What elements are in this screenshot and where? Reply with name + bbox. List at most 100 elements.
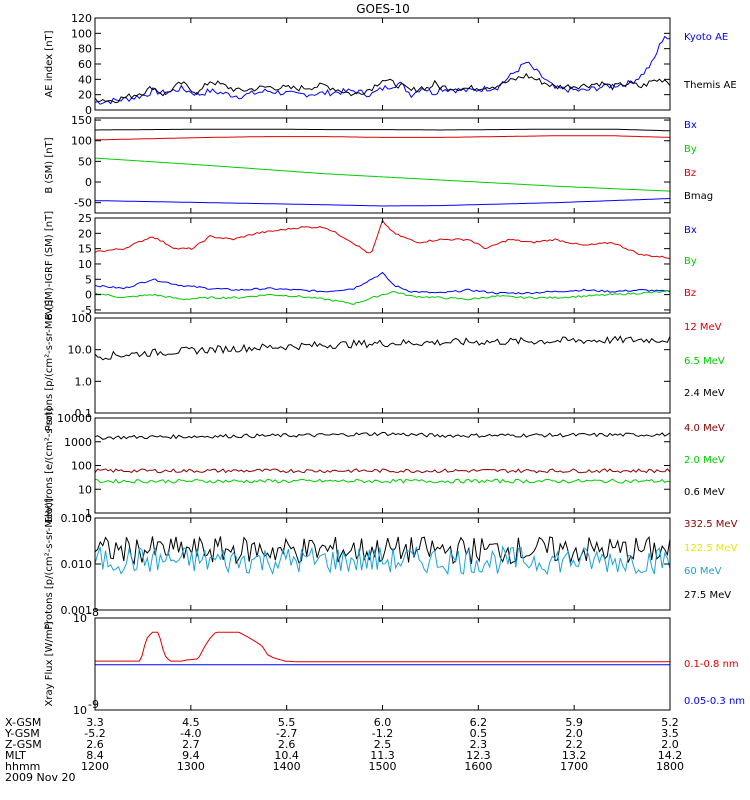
ytick-label: 10 — [73, 704, 87, 717]
ytick-label: 100 — [71, 460, 92, 473]
series-line-2-0-mev — [94, 478, 671, 484]
ephemeris-cell: -2.7 — [276, 727, 297, 740]
ytick-label: 1.0 — [75, 375, 93, 388]
ytick-label: -5 — [81, 304, 92, 317]
panel-3: -5 0 5 10 15 20 25 B (SM)-IGRF (SM) [nT] Bx By Bz — [44, 211, 697, 320]
series-line-by — [94, 157, 671, 192]
ephemeris-cell: 2.3 — [470, 738, 488, 751]
ephemeris-cell: 2.5 — [374, 738, 392, 751]
ytick-label: 80 — [78, 43, 92, 56]
ytick-label: 150 — [71, 114, 92, 127]
legend-entry: 0.05-0.3 nm — [684, 696, 745, 707]
series-line-0-6-mev — [94, 431, 671, 440]
legend-entry: 332.5 MeV — [684, 519, 738, 530]
ytick-label: 60 — [78, 58, 92, 71]
legend-entry: 27.5 MeV — [684, 590, 731, 601]
legend-entry: 12 MeV — [684, 322, 722, 333]
ytick-label: 0 — [85, 176, 92, 189]
y-axis-label: B (SM) [nT] — [44, 137, 55, 193]
series-line-bz — [94, 219, 671, 259]
panel-2: -50 0 50 100 150 B (SM) [nT] Bx By Bz Bmag — [44, 114, 713, 214]
ephemeris-date: 2009 Nov 20 — [5, 771, 75, 784]
ephemeris-cell: 14.2 — [658, 749, 683, 762]
ephemeris-cell: 10.4 — [274, 749, 299, 762]
ytick-label: 1000 — [64, 436, 92, 449]
y-axis-label: Xray Flux [W/m²] — [44, 621, 55, 706]
y-axis-label: Electrons [e/(cm²-s-sr)] — [44, 408, 55, 524]
ytick-label: 20 — [78, 89, 92, 102]
ephemeris-cell: -4.0 — [180, 727, 201, 740]
ytick-label: 10000 — [57, 412, 92, 425]
ytick-exponent: -9 — [88, 698, 99, 711]
legend-entry: 2.4 MeV — [684, 388, 725, 399]
legend-entry: Bmag — [684, 191, 713, 202]
ephemeris-cell: 2.2 — [565, 738, 583, 751]
legend-entry: 4.0 MeV — [684, 423, 725, 434]
ephemeris-row-label: Z-GSM — [5, 738, 42, 751]
ytick-label: 10.0 — [68, 344, 93, 357]
ephemeris-row-label: Y-GSM — [4, 727, 40, 740]
ephemeris-cell: -1.2 — [372, 727, 393, 740]
ytick-label: 5 — [85, 273, 92, 286]
ephemeris-cell: 2.0 — [661, 738, 679, 751]
legend-entry: Bz — [684, 288, 696, 299]
ytick-label: 0 — [85, 104, 92, 117]
series-line-bmag — [95, 128, 671, 132]
ephemeris-cell: 3.3 — [86, 716, 104, 729]
y-axis-label: Protons [p/(cm²-s-sr-MeV)] — [44, 300, 55, 432]
ytick-label: 100 — [71, 135, 92, 148]
ephemeris-cell: 5.2 — [661, 716, 679, 729]
panel-1: 0 20 40 60 80 100 120 AE index [nT] Kyoto AE Them… — [44, 12, 737, 117]
ephemeris-cell: 12.3 — [466, 749, 491, 762]
series-line-themis-ae — [94, 72, 671, 104]
series-line-27-5-mev — [94, 535, 671, 566]
legend-entry: Bx — [684, 225, 697, 236]
legend-entry: 2.0 MeV — [684, 455, 725, 466]
y-axis-label: Protons [p/(cm²-s-sr-MeV)] — [44, 498, 55, 630]
legend-entry: Bz — [684, 168, 696, 179]
ytick-label: 120 — [71, 12, 92, 25]
legend-entry: By — [684, 256, 697, 267]
ephemeris-cell: 9.4 — [182, 749, 200, 762]
panel-frame — [94, 17, 671, 111]
ytick-label: 50 — [78, 155, 92, 168]
legend-entry: 0.6 MeV — [684, 487, 725, 498]
ytick-label: 40 — [78, 73, 92, 86]
series-line-4-0-mev — [94, 468, 671, 474]
ephemeris-table: X-GSM 3.3 4.5 5.5 6.0 6.2 5.9 5.2 Y-GSM -5.2 -4.0 -… — [4, 716, 684, 784]
ephemeris-cell: -5.2 — [84, 727, 105, 740]
ephemeris-cell: 1300 — [177, 760, 205, 773]
panel-frame — [94, 117, 671, 214]
ytick-label: 0.010 — [61, 558, 93, 571]
ephemeris-cell: 6.2 — [470, 716, 488, 729]
ephemeris-cell: 1700 — [560, 760, 588, 773]
ytick-label: 100 — [71, 312, 92, 325]
ephemeris-cell: 1800 — [656, 760, 684, 773]
chart-title: GOES-10 — [356, 2, 410, 16]
ephemeris-cell: 2.0 — [565, 727, 583, 740]
ytick-label: 15 — [78, 243, 92, 256]
ytick-label: 10 — [78, 258, 92, 271]
ephemeris-cell: 0.5 — [470, 727, 488, 740]
ytick-label: 10 — [73, 612, 87, 625]
ytick-label: -50 — [74, 197, 92, 210]
ephemeris-row-label: X-GSM — [5, 716, 41, 729]
ytick-label: 1 — [85, 507, 92, 520]
ephemeris-row-label: MLT — [5, 749, 26, 762]
ephemeris-cell: 1500 — [369, 760, 397, 773]
ephemeris-cell: 2.6 — [278, 738, 296, 751]
ephemeris-cell: 3.5 — [661, 727, 679, 740]
legend-entry: By — [684, 144, 697, 155]
series-line-2-4-mev — [94, 335, 671, 361]
panel-6: 0.001 0.010 0.100 Protons [p/(cm²-s-sr-MeV)… — [44, 498, 738, 630]
legend-entry: 122.5 MeV — [684, 543, 738, 554]
legend-entry: Themis AE — [683, 80, 737, 91]
y-axis-label: AE index [nT] — [44, 30, 55, 97]
series-line-by — [94, 290, 671, 306]
ytick-label: 100 — [71, 27, 92, 40]
ephemeris-cell: 11.3 — [370, 749, 395, 762]
ephemeris-cell: 13.2 — [562, 749, 587, 762]
